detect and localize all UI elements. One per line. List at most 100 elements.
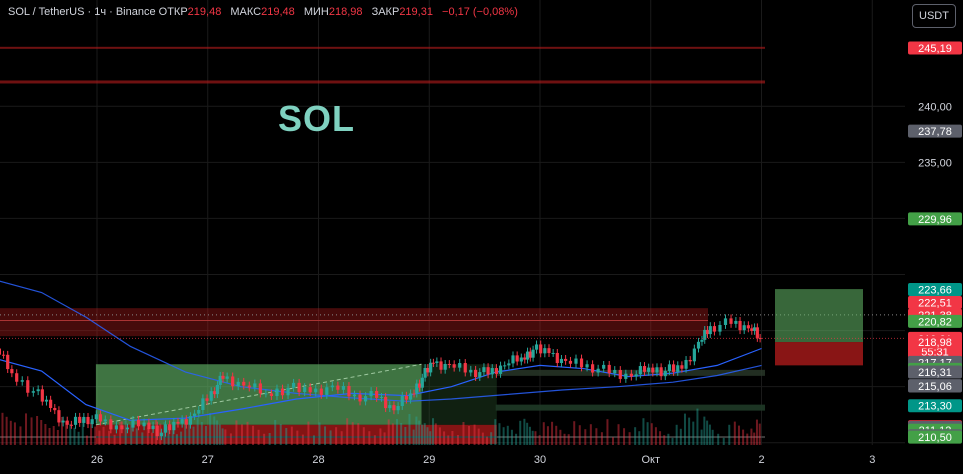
candle-body [408, 393, 413, 400]
volume-bar [638, 431, 641, 445]
currency-button[interactable]: USDT [912, 4, 956, 28]
candle-body [218, 375, 222, 385]
candle-body [400, 395, 404, 407]
candle-body [629, 373, 633, 377]
volume-bar [578, 425, 581, 445]
volume-bar [252, 425, 255, 445]
volume-bar [432, 418, 435, 445]
volume-bar [750, 428, 753, 445]
volume-bar [510, 429, 513, 445]
volume-bar [737, 425, 740, 445]
volume-bar [85, 435, 88, 445]
candle-body [404, 395, 409, 400]
volume-bar [462, 422, 465, 445]
candle-body [57, 410, 61, 423]
volume-bar [567, 434, 570, 445]
candle-body [498, 365, 503, 374]
candle-body [591, 364, 595, 373]
candle-body [131, 419, 135, 428]
price-label-text: 223,66 [918, 285, 952, 297]
candle-body [69, 424, 73, 426]
candle-body [258, 383, 262, 394]
volume-bar [296, 430, 299, 445]
volume-bar [312, 435, 315, 445]
low-label: МИН [303, 6, 329, 18]
volume-bar [447, 435, 450, 445]
volume-bar [523, 418, 526, 445]
candle-body [705, 329, 710, 335]
candle-body [388, 405, 392, 409]
candle-body [44, 399, 49, 402]
candle-body [426, 368, 430, 373]
volume-bar [77, 431, 80, 445]
symbol-watermark: SOL [278, 98, 356, 139]
candle-body [142, 422, 146, 427]
candle-body [197, 410, 201, 414]
volume-bar [423, 423, 426, 445]
volume-bar [192, 426, 195, 445]
x-axis-tick-label: 3 [869, 454, 875, 466]
volume-bar [171, 430, 174, 445]
close-value: 219,31 [399, 6, 433, 18]
volume-bar [204, 426, 207, 445]
candle-body [31, 391, 35, 393]
volume-bar [746, 433, 749, 445]
price-label-badge [908, 379, 962, 393]
open-label: ОТКР [158, 6, 188, 18]
volume-bar [595, 428, 598, 445]
volume-bar [415, 416, 418, 445]
candle-body [742, 325, 746, 331]
volume-bar [146, 428, 149, 445]
candle-body [36, 389, 40, 392]
volume-bar [617, 424, 620, 445]
volume-bar [663, 435, 666, 445]
volume-bar [451, 431, 454, 445]
candle-body [412, 393, 416, 395]
candle-body [494, 368, 498, 374]
price-label-text: 220,82 [918, 316, 952, 328]
candle-body [78, 416, 82, 423]
candle-body [507, 363, 511, 366]
candle-body [98, 414, 103, 422]
candle-body [647, 367, 651, 372]
volume-bar [184, 418, 187, 445]
candle-body [547, 348, 551, 354]
candle-body [82, 416, 86, 423]
volume-bar [73, 427, 76, 445]
candle-body [303, 387, 307, 393]
candle-body [688, 359, 692, 362]
price-label-badge [908, 283, 962, 297]
candle-body [136, 419, 141, 427]
candle-body [523, 357, 527, 360]
candle-body [568, 360, 573, 364]
candle-body [712, 326, 717, 332]
moving-average-short [0, 347, 762, 421]
volume-bar [623, 428, 626, 445]
candle-body [53, 407, 57, 411]
volume-bar [526, 422, 529, 445]
volume-bar [98, 430, 101, 445]
candle-body [6, 354, 10, 370]
volume-bar [490, 432, 493, 445]
volume-bar [119, 421, 122, 445]
candle-body [375, 390, 379, 398]
candle-body [708, 326, 712, 335]
candle-body [684, 359, 688, 369]
volume-bar [351, 422, 354, 445]
candle-body [435, 361, 439, 364]
candle-body [215, 384, 220, 395]
volume-bar [412, 429, 415, 445]
candle-body [439, 361, 443, 370]
candle-body [73, 416, 78, 425]
candle-body [26, 380, 30, 393]
volume-bar [307, 421, 310, 445]
price-label-text: 222,51 [918, 297, 952, 309]
candle-body [490, 368, 494, 375]
candle-body [147, 422, 151, 430]
support-line-210 [0, 436, 765, 439]
volume-bar [383, 432, 386, 445]
volume-bar [573, 421, 576, 445]
volume-bar [606, 419, 609, 445]
volume-bar [335, 427, 338, 445]
